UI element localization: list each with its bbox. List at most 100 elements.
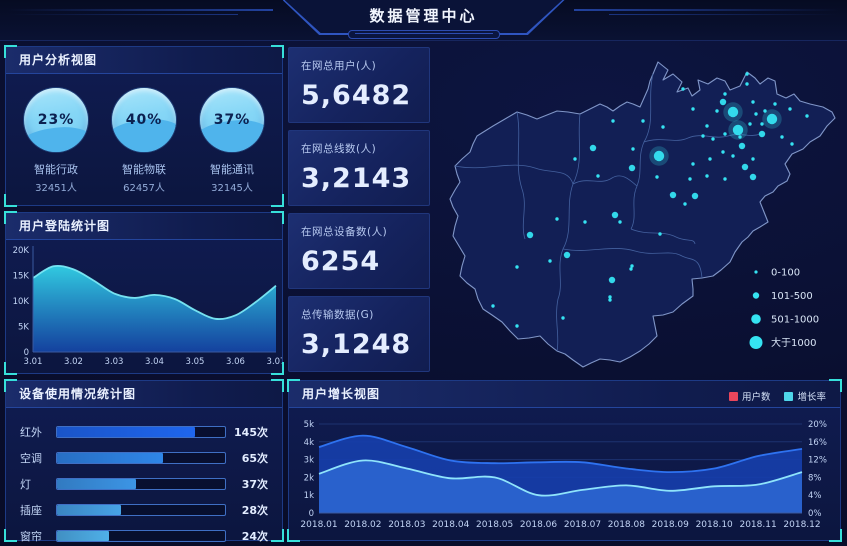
legend-item-增长率[interactable]: 增长率 xyxy=(784,389,826,403)
map-dot[interactable] xyxy=(669,191,677,199)
map-dot[interactable] xyxy=(653,150,665,162)
map-dot[interactable] xyxy=(732,124,744,136)
map-dot[interactable] xyxy=(751,100,755,104)
legend-swatch xyxy=(728,391,738,401)
map-dot[interactable] xyxy=(754,112,758,116)
svg-text:3.04: 3.04 xyxy=(145,357,164,367)
bar-value: 24次 xyxy=(241,529,268,543)
map-dot[interactable] xyxy=(748,122,752,126)
svg-text:8%: 8% xyxy=(808,473,822,483)
map-dot[interactable] xyxy=(719,98,727,106)
map-dot[interactable] xyxy=(608,295,612,299)
map-dot[interactable] xyxy=(608,276,616,284)
map-dot[interactable] xyxy=(573,157,577,161)
map-dot[interactable] xyxy=(708,157,712,161)
map-dot[interactable] xyxy=(741,163,749,171)
region-bubble-map[interactable]: 0-100 101-500 501-1000 大于1000 xyxy=(430,44,847,380)
map-dot[interactable] xyxy=(548,259,552,263)
map-dot[interactable] xyxy=(515,265,519,269)
map-bubbles[interactable] xyxy=(491,72,809,328)
map-dot[interactable] xyxy=(629,267,633,271)
map-dot[interactable] xyxy=(705,124,709,128)
map-dot[interactable] xyxy=(723,132,727,136)
header-accent-line-left xyxy=(8,9,273,11)
map-dot[interactable] xyxy=(705,174,709,178)
map-dot[interactable] xyxy=(723,92,727,96)
panel-user-analysis-title: 用户分析视图 xyxy=(6,47,282,74)
gauge-label: 智能通讯 xyxy=(210,163,254,176)
map-dot[interactable] xyxy=(763,109,767,113)
map-dot[interactable] xyxy=(723,177,727,181)
svg-text:2018.09: 2018.09 xyxy=(652,520,689,530)
map-dot[interactable] xyxy=(628,164,636,172)
map-dot[interactable] xyxy=(641,119,645,123)
map-dot[interactable] xyxy=(491,304,495,308)
map-dot[interactable] xyxy=(701,134,705,138)
map-dot[interactable] xyxy=(738,142,746,150)
map-dot[interactable] xyxy=(691,107,695,111)
map-dot[interactable] xyxy=(745,82,749,86)
map-dot[interactable] xyxy=(711,137,715,141)
map-dot[interactable] xyxy=(751,157,755,161)
map-dot[interactable] xyxy=(683,202,687,206)
map-dot[interactable] xyxy=(589,144,597,152)
svg-text:2018.08: 2018.08 xyxy=(608,520,645,530)
map-dot[interactable] xyxy=(790,142,794,146)
legend-label: 用户数 xyxy=(741,392,771,403)
map-dot[interactable] xyxy=(583,220,587,224)
map-dot[interactable] xyxy=(727,106,739,118)
bar-track xyxy=(56,451,226,464)
map-dot[interactable] xyxy=(715,109,719,113)
map-dot[interactable] xyxy=(681,87,685,91)
svg-text:2k: 2k xyxy=(304,473,314,483)
map-dot[interactable] xyxy=(611,119,615,123)
map-dot[interactable] xyxy=(555,217,559,221)
stat-label: 在网总用户(人) xyxy=(301,60,377,72)
map-dot[interactable] xyxy=(561,316,565,320)
map-dot[interactable] xyxy=(766,113,778,125)
svg-text:3.01: 3.01 xyxy=(24,357,43,367)
panel-login-stats: 用户登陆统计图 0 5K 10K 15K 20K 3.01 3.02 3.03 3.04 3.05… xyxy=(4,211,285,374)
map-dot[interactable] xyxy=(788,107,792,111)
panel-user-analysis: 用户分析视图 23% 智能行政 32451人 40% 智能物联 62457人 37% 智能通讯… xyxy=(4,45,284,206)
map-dot[interactable] xyxy=(745,72,749,76)
map-dot[interactable] xyxy=(780,135,784,139)
map-dot[interactable] xyxy=(631,147,635,151)
stat-label: 在网总线数(人) xyxy=(301,143,377,155)
map-dot[interactable] xyxy=(749,173,757,181)
bar-value: 65次 xyxy=(241,451,268,465)
map-dot[interactable] xyxy=(655,175,659,179)
map-dot[interactable] xyxy=(760,122,764,126)
legend-item-用户数[interactable]: 用户数 xyxy=(728,389,771,403)
map-dot[interactable] xyxy=(608,298,612,302)
svg-text:0%: 0% xyxy=(808,509,822,519)
map-svg[interactable]: 0-100 101-500 501-1000 大于1000 xyxy=(430,44,847,380)
map-dot[interactable] xyxy=(526,231,534,239)
bar-row-红外: 红外 145次 xyxy=(20,421,268,442)
map-dot[interactable] xyxy=(731,154,735,158)
map-dot[interactable] xyxy=(773,102,777,106)
map-dot[interactable] xyxy=(758,130,766,138)
map-dot[interactable] xyxy=(630,264,634,268)
svg-text:2018.10: 2018.10 xyxy=(696,520,733,530)
map-dot[interactable] xyxy=(658,232,662,236)
map-dot[interactable] xyxy=(661,125,665,129)
map-dot[interactable] xyxy=(515,324,519,328)
map-dot[interactable] xyxy=(805,114,809,118)
map-dot[interactable] xyxy=(721,150,725,154)
stat-value: 5,6482 xyxy=(301,80,412,111)
header: 数据管理中心 xyxy=(0,0,847,41)
map-dot[interactable] xyxy=(611,211,619,219)
map-dot[interactable] xyxy=(563,251,571,259)
device-usage-bars: 红外 145次 空调 65次灯 37次 插座 28次 窗帘 24次 xyxy=(6,408,282,546)
map-dot[interactable] xyxy=(618,220,622,224)
prefecture-borders xyxy=(454,73,761,352)
map-dot[interactable] xyxy=(691,162,695,166)
map-dot[interactable] xyxy=(688,177,692,181)
svg-text:0: 0 xyxy=(309,509,314,519)
map-dot[interactable] xyxy=(596,174,600,178)
map-dot[interactable] xyxy=(738,135,742,139)
gauge-智能通讯: 37% 智能通讯 32145人 xyxy=(189,88,275,194)
map-dot[interactable] xyxy=(691,192,699,200)
legend-swatch xyxy=(784,391,794,401)
